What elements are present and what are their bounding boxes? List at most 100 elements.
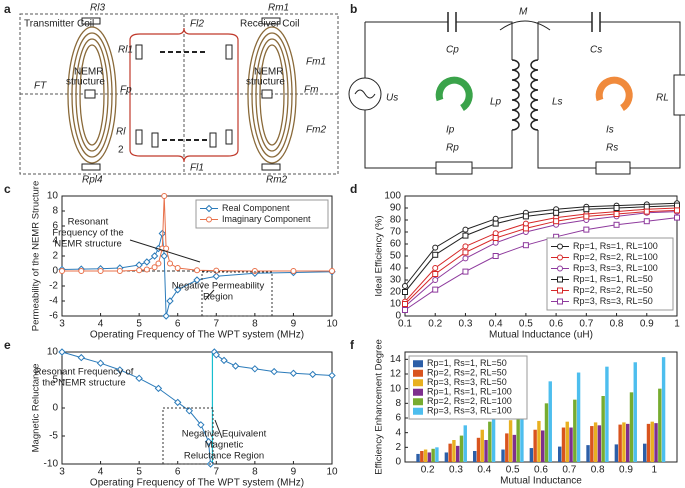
marker bbox=[583, 226, 590, 233]
legend-box bbox=[408, 355, 528, 420]
marker bbox=[251, 365, 259, 373]
marker bbox=[522, 225, 529, 232]
label: Rm2 bbox=[266, 175, 288, 186]
annotation: Resonant Frequency of bbox=[35, 367, 134, 378]
marker bbox=[166, 297, 174, 305]
marker bbox=[557, 254, 563, 261]
x-tick-label: 10 bbox=[326, 319, 338, 330]
diagram-b: b M Cp Cs Us Lp Ls RL Ip Is Rp Rs bbox=[348, 2, 685, 175]
legend-label: Real Component bbox=[222, 203, 290, 213]
label: 2 bbox=[118, 145, 124, 156]
series-line bbox=[404, 217, 678, 311]
bar bbox=[590, 426, 594, 462]
bar bbox=[565, 421, 569, 462]
marker bbox=[557, 298, 563, 305]
label: structure bbox=[66, 77, 105, 88]
marker bbox=[290, 268, 297, 274]
marker bbox=[193, 276, 201, 284]
panel-label: a bbox=[4, 2, 11, 16]
y-tick-label: 100 bbox=[384, 191, 401, 202]
bar bbox=[626, 423, 630, 462]
y-tick-label: 0 bbox=[395, 457, 401, 468]
marker bbox=[154, 384, 163, 393]
bar bbox=[516, 410, 520, 462]
current-arrow bbox=[595, 76, 633, 111]
bar bbox=[476, 437, 481, 462]
bar bbox=[548, 381, 552, 462]
x-tick-label: 0.5 bbox=[519, 319, 533, 330]
marker bbox=[136, 267, 143, 274]
x-tick-label: 4 bbox=[98, 319, 104, 330]
bar bbox=[501, 449, 505, 462]
annotation-arrow bbox=[204, 289, 215, 301]
x-tick-label: 3 bbox=[59, 467, 65, 478]
bar bbox=[544, 403, 549, 462]
x-tick-label: 0.7 bbox=[579, 319, 593, 330]
resistor bbox=[435, 161, 473, 175]
bar bbox=[537, 420, 541, 462]
series-line bbox=[404, 202, 678, 287]
panel-label: e bbox=[4, 338, 11, 352]
x-tick-label: 0.3 bbox=[449, 465, 463, 476]
y-tick-label: 6 bbox=[395, 413, 401, 424]
marker bbox=[185, 407, 193, 415]
panel-label: f bbox=[350, 338, 355, 352]
bar bbox=[427, 452, 432, 462]
x-tick-label: 8 bbox=[252, 467, 258, 478]
marker bbox=[206, 216, 212, 223]
marker bbox=[462, 243, 469, 250]
diagram-a: a Transmitter Coil Receiver Coil Rl3 Rm1… bbox=[4, 2, 339, 186]
series-line bbox=[404, 209, 678, 305]
bar bbox=[605, 366, 609, 462]
y-tick-label: 0 bbox=[395, 311, 401, 322]
bar bbox=[661, 357, 666, 462]
bar bbox=[618, 424, 622, 462]
x-tick-label: 0.9 bbox=[619, 465, 633, 476]
legend-label: Rp=3, Rs=3, RL=100 bbox=[427, 406, 512, 416]
marker bbox=[462, 255, 469, 262]
resistor bbox=[673, 74, 685, 116]
marker bbox=[522, 242, 529, 249]
bar bbox=[448, 443, 452, 462]
marker bbox=[78, 268, 85, 274]
x-tick-label: 0.9 bbox=[640, 319, 654, 330]
label: Receiver Coil bbox=[240, 19, 299, 30]
marker bbox=[77, 353, 85, 362]
y-tick-label: 2 bbox=[395, 442, 401, 453]
x-axis-label: Mutual Inductance (uH) bbox=[489, 330, 593, 341]
label: NEMR bbox=[254, 67, 283, 78]
label: Fm1 bbox=[306, 57, 326, 68]
marker bbox=[204, 437, 213, 446]
legend-label: Rp=2, Rs=2, RL=50 bbox=[573, 285, 653, 295]
x-axis-label: Mutual Inductance bbox=[500, 476, 582, 487]
marker bbox=[674, 207, 680, 214]
x-tick-label: 4 bbox=[98, 467, 104, 478]
label: Fp bbox=[120, 85, 132, 96]
x-tick-label: 0.7 bbox=[562, 465, 576, 476]
x-axis-label: Operating Frequency of The WPT system (M… bbox=[90, 330, 304, 341]
bar bbox=[561, 427, 566, 462]
label: Fm2 bbox=[306, 125, 326, 136]
label: Ls bbox=[552, 97, 563, 108]
y-tick-label: 90 bbox=[390, 203, 402, 214]
marker bbox=[492, 220, 499, 227]
annotation-arrow bbox=[214, 419, 223, 439]
legend-label: Rp=1, Rs=1, RL=50 bbox=[427, 358, 507, 368]
bar bbox=[629, 392, 634, 462]
x-tick-label: 5 bbox=[136, 467, 142, 478]
y-tick-label: 8 bbox=[52, 206, 58, 217]
bar bbox=[456, 445, 460, 462]
y-tick-label: 0 bbox=[52, 403, 58, 414]
marker bbox=[674, 202, 680, 209]
marker bbox=[97, 268, 104, 274]
bar bbox=[529, 448, 534, 462]
y-tick-label: 10 bbox=[47, 191, 59, 202]
legend-label: Rp=3, Rs=3, RL=50 bbox=[427, 377, 507, 387]
bar bbox=[558, 446, 562, 462]
y-tick-label: 0 bbox=[52, 266, 58, 277]
marker bbox=[557, 276, 563, 283]
y-tick-label: 4 bbox=[395, 427, 401, 438]
marker bbox=[432, 277, 439, 283]
legend-swatch bbox=[413, 407, 423, 415]
bar bbox=[508, 420, 513, 462]
